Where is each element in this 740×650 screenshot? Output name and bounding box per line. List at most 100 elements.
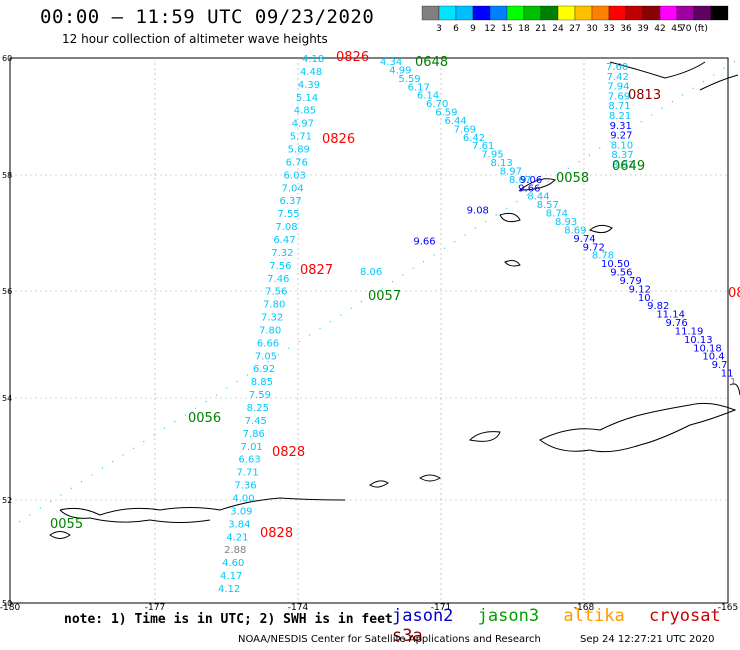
legend-jason3: jason3 — [477, 606, 540, 626]
track-marker: · — [472, 224, 480, 234]
track-marker: · — [534, 184, 542, 194]
wave-height-value: 8.78 — [592, 251, 614, 262]
colorbar-label: 42 — [654, 24, 665, 34]
colorbar-label: 6 — [453, 24, 459, 34]
track-marker: · — [555, 171, 563, 181]
wave-height-value: 2.88 — [224, 545, 246, 556]
coastline — [49, 61, 740, 539]
track-marker: · — [659, 104, 667, 114]
latitude-label: 60 — [2, 54, 12, 63]
pass-time-label: 0055 — [50, 517, 83, 532]
wave-height-value: 7.05 — [255, 351, 277, 362]
wave-height-value: 5.14 — [296, 93, 318, 104]
wave-height-value: 8.93 — [555, 217, 577, 228]
longitude-label: -165 — [718, 603, 738, 613]
wave-height-value: 9.31 — [610, 121, 632, 132]
wave-height-value: 6.66 — [257, 338, 279, 349]
wave-height-value: 4.34 — [380, 57, 402, 68]
colorbar-label: 24 — [552, 24, 564, 34]
pass-time-label: 0828 — [260, 526, 293, 541]
wave-height-value: 6.92 — [253, 364, 275, 375]
pass-time-label: 0826 — [336, 50, 369, 65]
wave-height-value: 9.66 — [413, 236, 435, 247]
wave-height-value: 8.21 — [609, 111, 631, 122]
wave-height-value: 1 — [730, 377, 736, 388]
track-marker: · — [400, 271, 408, 281]
wave-height-value: 7.95 — [481, 150, 503, 161]
track-marker: · — [265, 358, 273, 368]
track-marker: · — [130, 444, 138, 454]
legend-altika: altika — [563, 606, 625, 626]
track-marker: · — [482, 218, 490, 228]
wave-height-value: 9.08 — [467, 206, 489, 217]
track-marker: · — [286, 344, 294, 354]
track-marker: · — [275, 351, 283, 361]
dense-track: ········································… — [16, 58, 739, 528]
wave-height-value: 7.08 — [275, 222, 297, 233]
legend-jason2: jason2 — [392, 606, 454, 626]
wave-height-value: 4.48 — [300, 67, 322, 78]
pass-time-label: 0058 — [556, 171, 589, 186]
wave-height-value: 7.71 — [236, 468, 258, 479]
track-marker: · — [389, 278, 397, 288]
wave-height-value: 8.71 — [608, 101, 630, 112]
track-marker: · — [607, 138, 615, 148]
wave-height-value: 8.74 — [546, 209, 568, 220]
axis-labels: -180 -177 -174 -171 -168 -165 60 58 56 54 52 50 — [0, 54, 738, 613]
colorbar-swatch — [710, 5, 729, 21]
track-marker: · — [669, 98, 677, 108]
track-marker: · — [234, 378, 242, 388]
wave-height-value: 6.42 — [463, 133, 485, 144]
colorbar-label: 39 — [637, 24, 649, 34]
track-marker: · — [545, 178, 553, 188]
track-marker: · — [120, 451, 128, 461]
track-marker: · — [596, 144, 604, 154]
wave-height-value: 9.27 — [610, 131, 632, 142]
wave-height-value: 8.10 — [611, 140, 633, 151]
wave-height-value: 9.7 — [712, 360, 728, 371]
wave-height-value: 8.37 — [611, 150, 633, 161]
colorbar-label: 70 (ft) — [680, 24, 708, 34]
track-marker: · — [462, 231, 470, 241]
colorbar-swatch — [421, 5, 440, 21]
colorbar-swatch — [625, 5, 644, 21]
pass-time-label: 0648 — [415, 55, 448, 70]
wave-height-value: 9.82 — [647, 301, 669, 312]
wave-height-value: 8.67 — [509, 175, 531, 186]
wave-height-value: 7.32 — [261, 313, 283, 324]
colorbar-label: 36 — [620, 24, 632, 34]
wave-height-value: 11.14 — [656, 310, 685, 321]
wave-height-value: 4.00 — [232, 494, 254, 505]
track-marker: · — [586, 151, 594, 161]
pass-time-label: 0828 — [272, 445, 305, 460]
pass-time-label: 0649 — [612, 159, 645, 174]
wave-height-value: 9.06 — [520, 175, 542, 186]
wave-height-value: 5.89 — [288, 144, 310, 155]
colorbar-label: 3 — [436, 24, 442, 34]
track-marker: · — [151, 431, 159, 441]
wave-height-value: 6.63 — [238, 455, 260, 466]
wave-height-value: 7.55 — [277, 209, 299, 220]
colorbar-label: 45 — [671, 24, 682, 34]
wave-height-value: 10.4 — [702, 352, 724, 363]
latitude-label: 54 — [2, 394, 12, 403]
colorbar-swatch — [642, 5, 661, 21]
track-marker: · — [690, 84, 698, 94]
track-marker: · — [617, 131, 625, 141]
pass-time-label: 0056 — [188, 411, 221, 426]
wave-height-value: 11.19 — [675, 326, 704, 337]
wave-height-value: 7.60 — [606, 62, 628, 73]
credit-line: NOAA/NESDIS Center for Satellite Applica… — [238, 634, 541, 645]
track-marker: · — [58, 491, 66, 501]
wave-height-value: 4.17 — [220, 571, 242, 582]
track-marker: · — [451, 238, 459, 248]
track-marker: · — [431, 251, 439, 261]
latitude-label: 50 — [2, 599, 12, 608]
wave-height-value: 4.21 — [226, 532, 248, 543]
track-marker: · — [638, 118, 646, 128]
colorbar-swatch — [506, 5, 525, 21]
longitude-label: -177 — [145, 603, 165, 613]
wave-height-value: 8.13 — [491, 158, 513, 169]
longitude-label: -168 — [574, 603, 595, 613]
